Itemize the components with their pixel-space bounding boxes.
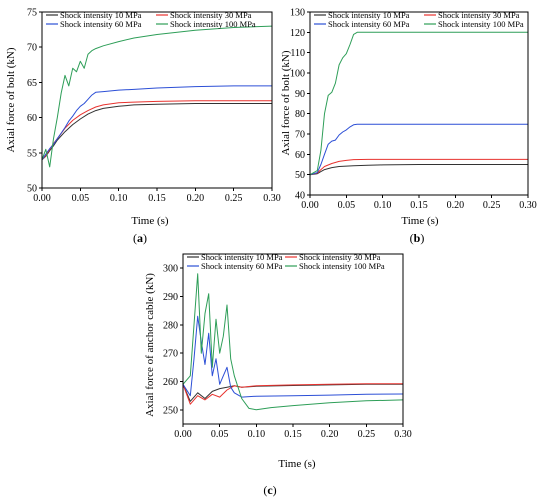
legend-a: Shock intensity 10 MPa Shock intensity 30… bbox=[46, 10, 256, 29]
x-tick-label-b: 0.30 bbox=[519, 200, 537, 211]
legend-label-b-3: Shock intensity 60 MPa bbox=[328, 19, 410, 29]
x-tick-label-b: 0.05 bbox=[338, 200, 356, 211]
legend-label-a-1: Shock intensity 10 MPa bbox=[60, 10, 142, 20]
y-axis-title-a: Axial force of bolt (kN) bbox=[5, 47, 17, 152]
panel-tag-c: (c) bbox=[263, 483, 276, 497]
legend-label-c-1: Shock intensity 10 MPa bbox=[201, 252, 283, 262]
legend-label-c-3: Shock intensity 60 MPa bbox=[201, 261, 283, 271]
x-tick-label-b: 0.25 bbox=[483, 200, 501, 211]
legend-b: Shock intensity 10 MPa Shock intensity 30… bbox=[314, 10, 524, 29]
series-line-a-2 bbox=[41, 100, 272, 161]
y-tick-label-a: 70 bbox=[27, 43, 37, 54]
series-line-c-3 bbox=[182, 315, 404, 398]
axis-ticks-b: 0.00 0.05 0.10 0.15 0.20 0.25 0.30 40 50 60 70 80 90… bbox=[290, 8, 537, 212]
x-tick-label-c: 0.05 bbox=[211, 429, 229, 440]
x-tick-label-c: 0.00 bbox=[174, 429, 192, 440]
y-tick-label-b: 50 bbox=[295, 170, 305, 181]
x-axis-title-c: Time (s) bbox=[278, 458, 316, 470]
legend-c: Shock intensity 10 MPa Shock intensity 30… bbox=[187, 252, 385, 271]
y-tick-label-b: 40 bbox=[295, 191, 305, 202]
legend-label-c-4: Shock intensity 100 MPa bbox=[299, 261, 385, 271]
legend-label-b-1: Shock intensity 10 MPa bbox=[328, 10, 410, 20]
y-tick-label-b: 100 bbox=[290, 69, 305, 80]
panel-tag-a: (a) bbox=[133, 231, 147, 245]
plot-frame-a bbox=[41, 11, 273, 189]
axis-ticks-a: 0.00 0.05 0.10 0.15 0.20 0.25 0.30 50 55 60 65 70 75 bbox=[27, 8, 281, 205]
y-tick-label-b: 80 bbox=[295, 109, 305, 120]
series-line-a-4 bbox=[41, 25, 273, 168]
series-line-b-4 bbox=[309, 31, 528, 176]
x-tick-label-b: 0.10 bbox=[374, 200, 392, 211]
series-group-a bbox=[41, 25, 273, 168]
series-group-c bbox=[182, 273, 404, 411]
y-tick-label-b: 60 bbox=[295, 150, 305, 161]
panel-tag-b: (b) bbox=[410, 231, 425, 245]
x-axis-title-a: Time (s) bbox=[131, 215, 169, 227]
y-axis-title-c: Axial force of anchor cable (kN) bbox=[144, 273, 156, 417]
y-tick-label-a: 50 bbox=[27, 184, 37, 195]
series-line-b-3 bbox=[309, 123, 528, 176]
legend-label-c-2: Shock intensity 30 MPa bbox=[299, 252, 381, 262]
y-tick-label-b: 90 bbox=[295, 89, 305, 100]
x-tick-label-a: 0.30 bbox=[263, 193, 281, 204]
y-tick-label-c: 250 bbox=[163, 405, 178, 416]
y-tick-label-a: 60 bbox=[27, 113, 37, 124]
y-tick-label-a: 55 bbox=[27, 148, 37, 159]
y-tick-label-b: 130 bbox=[290, 8, 305, 19]
chart-panel-a: 0.00 0.05 0.10 0.15 0.20 0.25 0.30 50 55 60 65 70 75… bbox=[5, 8, 281, 246]
x-tick-label-c: 0.20 bbox=[321, 429, 339, 440]
y-tick-label-b: 120 bbox=[290, 28, 305, 39]
y-tick-label-c: 280 bbox=[163, 320, 178, 331]
series-line-b-1 bbox=[309, 164, 528, 176]
chart-panel-c: 0.00 0.05 0.10 0.15 0.20 0.25 0.30 250 260 270 280… bbox=[144, 252, 412, 497]
legend-label-a-2: Shock intensity 30 MPa bbox=[170, 10, 252, 20]
x-tick-label-a: 0.10 bbox=[110, 193, 128, 204]
series-group-b bbox=[309, 31, 528, 176]
panel-letter-a: a bbox=[137, 231, 143, 245]
x-tick-label-c: 0.15 bbox=[284, 429, 302, 440]
y-tick-label-b: 70 bbox=[295, 130, 305, 141]
series-line-a-3 bbox=[41, 85, 272, 161]
x-tick-label-a: 0.20 bbox=[187, 193, 205, 204]
plot-frame-c bbox=[182, 253, 404, 425]
x-tick-label-a: 0.25 bbox=[225, 193, 243, 204]
plot-frame-b bbox=[309, 11, 529, 196]
x-tick-label-a: 0.00 bbox=[33, 193, 51, 204]
legend-label-a-3: Shock intensity 60 MPa bbox=[60, 19, 142, 29]
x-tick-label-c: 0.25 bbox=[358, 429, 376, 440]
x-tick-label-a: 0.15 bbox=[148, 193, 166, 204]
legend-label-b-4: Shock intensity 100 MPa bbox=[438, 19, 524, 29]
chart-panel-b: 0.00 0.05 0.10 0.15 0.20 0.25 0.30 40 50 60 70 80 90… bbox=[280, 8, 537, 246]
y-tick-label-c: 260 bbox=[163, 377, 178, 388]
y-tick-label-c: 270 bbox=[163, 349, 178, 360]
series-line-c-4 bbox=[182, 273, 404, 411]
y-tick-label-c: 300 bbox=[163, 264, 178, 275]
x-tick-label-c: 0.10 bbox=[248, 429, 266, 440]
y-tick-label-a: 75 bbox=[27, 8, 37, 19]
panel-letter-b: b bbox=[414, 231, 421, 245]
legend-label-a-4: Shock intensity 100 MPa bbox=[170, 19, 256, 29]
y-tick-label-c: 290 bbox=[163, 292, 178, 303]
y-tick-label-a: 65 bbox=[27, 78, 37, 89]
x-tick-label-a: 0.05 bbox=[72, 193, 90, 204]
series-line-b-2 bbox=[309, 158, 528, 176]
series-line-a-1 bbox=[41, 103, 272, 161]
x-tick-label-b: 0.00 bbox=[301, 200, 319, 211]
panel-letter-c: c bbox=[267, 483, 273, 497]
x-axis-title-b: Time (s) bbox=[401, 215, 439, 227]
series-line-c-1 bbox=[182, 383, 403, 402]
legend-label-b-2: Shock intensity 30 MPa bbox=[438, 10, 520, 20]
y-axis-title-b: Axial force of bolt (kN) bbox=[280, 50, 292, 155]
axis-ticks-c: 0.00 0.05 0.10 0.15 0.20 0.25 0.30 250 260 270 280… bbox=[163, 264, 412, 440]
x-tick-label-b: 0.15 bbox=[410, 200, 428, 211]
y-tick-label-b: 110 bbox=[290, 48, 305, 59]
x-tick-label-b: 0.20 bbox=[447, 200, 465, 211]
x-tick-label-c: 0.30 bbox=[394, 429, 412, 440]
